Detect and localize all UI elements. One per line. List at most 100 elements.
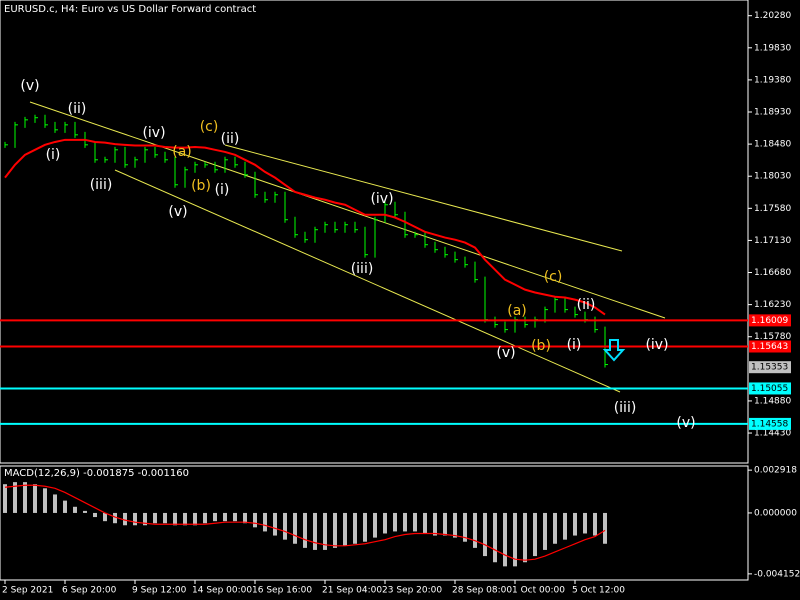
macd-bar [213,512,217,522]
price-bar [454,251,458,263]
macd-bar [403,512,407,532]
macd-bar [103,512,107,522]
y-tick-label: 1.20280 [754,11,791,21]
trend-line [114,169,621,393]
macd-bar [363,512,367,542]
macd-bar [223,512,227,522]
wave-label: (i) [46,147,61,163]
x-tick-label: 9 Sep 12:00 [132,586,187,596]
y-tick-label: 1.18480 [754,140,791,150]
macd-signal [4,484,606,561]
price-bar [294,216,298,238]
y-tick-label: 1.17580 [754,204,791,214]
wave-label: (iv) [142,125,165,141]
last-price-label: 1.15353 [751,363,788,373]
x-tick-label: 14 Sep 00:00 [192,586,252,596]
price-bar [44,114,48,128]
plot-layer: 1.20280 1.19830 1.19380 1.18930 1.18480 1.180… [0,11,800,596]
level-label-bg [749,417,791,430]
price-frame [0,0,749,464]
macd-bar [73,506,77,513]
price-bar [284,191,288,223]
price-bar [124,146,128,168]
macd-bar [583,512,587,534]
x-tick-label: 2 Sep 2021 [2,586,53,596]
macd-bar [233,512,237,522]
macd-bar [393,512,397,532]
macd-bar [373,512,377,538]
price-bar [594,316,598,333]
level-label: 1.14558 [751,419,788,429]
macd-bar [343,512,347,546]
wave-label: (b) [191,178,211,194]
macd-bar [543,512,547,550]
y-tick-label: 1.18930 [754,108,791,118]
macd-bar [183,512,187,526]
price-bar [134,156,138,168]
price-bar [434,241,438,253]
macd-bar [353,512,357,544]
macd-bar [163,512,167,524]
wave-label: (a) [507,303,527,319]
macd-bar [463,512,467,542]
x-tick-label: 28 Sep 08:00 [452,586,512,596]
macd-title: MACD(12,26,9) -0.001875 -0.001160 [4,468,189,479]
price-bar [204,161,208,168]
wave-label: (ii) [221,131,240,147]
x-tick-label: 1 Oct 00:00 [512,586,565,596]
price-bar [174,156,178,188]
macd-bar [93,512,97,518]
price-bar [274,191,278,203]
price-bar [334,221,338,233]
price-bar [424,231,428,248]
price-bar [574,306,578,318]
chart-title: EURUSD.c, H4: Euro vs US Dollar Forward … [4,4,256,15]
price-bar [474,261,478,283]
price-bar [114,146,118,163]
y-tick-label: 1.15780 [754,332,791,342]
macd-bar [473,512,477,548]
x-tick-label: 23 Sep 20:00 [382,586,442,596]
y-tick-label: 1.16680 [754,268,791,278]
y-tick-label: 1.19380 [754,75,791,85]
macd-bar [383,512,387,534]
level-label: 1.15643 [751,342,788,352]
level-label-bg [749,340,791,353]
macd-bar [573,512,577,536]
down-arrow [602,339,626,362]
wave-label: (iii) [90,177,113,193]
macd-bar [323,512,327,550]
macd-bar [313,512,317,550]
macd-bar [483,512,487,557]
x-tick-label: 5 Oct 12:00 [572,586,625,596]
macd-bar [443,512,447,536]
price-bar [344,221,348,233]
macd-bar [413,512,417,532]
price-bar [94,141,98,163]
level-label: 1.16009 [751,316,788,326]
price-bar [164,151,168,163]
y-tick-label: 0.000000 [754,508,797,518]
price-bar [64,121,68,133]
macd-bar [63,500,67,513]
y-tick-label: 0.002918 [754,466,797,476]
y-tick-label: 1.14430 [754,429,791,439]
price-bar [4,141,8,148]
price-bar [374,216,378,258]
trend-line [224,144,623,252]
price-bar [414,231,418,238]
price-bar [554,296,558,313]
wave-label: (c) [544,269,563,285]
macd-bar [123,512,127,526]
macd-bar [533,512,537,557]
price-bar [214,161,218,173]
price-bar [104,156,108,163]
macd-bar [243,512,247,524]
macd-bar [423,512,427,534]
price-bar [394,201,398,218]
price-bar [354,221,358,233]
price-bar [74,121,78,138]
macd-bar [203,512,207,524]
macd-bar [333,512,337,548]
price-bar [234,156,238,168]
